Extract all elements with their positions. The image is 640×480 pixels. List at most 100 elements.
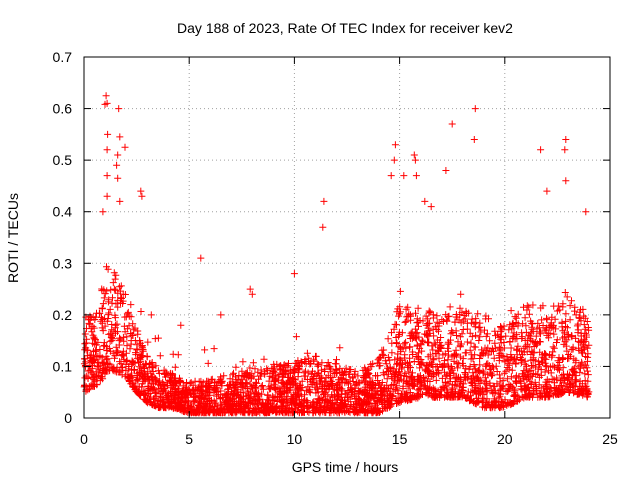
data-point xyxy=(396,310,403,318)
data-point xyxy=(525,343,533,351)
data-point xyxy=(199,403,207,411)
data-point xyxy=(266,369,274,377)
data-point xyxy=(357,402,365,410)
data-point xyxy=(347,401,355,409)
data-point xyxy=(402,305,410,313)
data-point xyxy=(259,385,267,393)
data-point xyxy=(488,345,496,353)
data-point xyxy=(335,391,343,399)
data-point xyxy=(453,382,461,390)
data-point xyxy=(342,364,350,372)
data-point xyxy=(81,330,89,338)
data-point xyxy=(296,381,304,389)
data-point xyxy=(396,372,404,379)
data-point xyxy=(393,321,400,329)
data-point xyxy=(486,365,494,373)
x-tick-label: 10 xyxy=(287,431,303,447)
data-point xyxy=(408,395,416,403)
data-point xyxy=(506,338,514,345)
data-point xyxy=(446,303,454,311)
data-point xyxy=(323,386,331,394)
data-point xyxy=(533,325,541,333)
data-point xyxy=(513,345,521,353)
data-point xyxy=(533,385,540,393)
data-point xyxy=(237,376,245,384)
data-point xyxy=(256,372,264,380)
data-point xyxy=(398,392,406,400)
data-point xyxy=(176,400,184,408)
data-point xyxy=(402,359,410,367)
data-point xyxy=(524,371,532,379)
data-point xyxy=(388,396,396,404)
data-point xyxy=(115,337,123,345)
data-point xyxy=(252,385,260,393)
data-point xyxy=(238,401,246,408)
data-point xyxy=(456,333,464,341)
data-point xyxy=(128,366,135,374)
data-point xyxy=(188,390,196,398)
data-point xyxy=(470,136,478,143)
data-point xyxy=(333,408,341,415)
data-point xyxy=(320,390,327,398)
data-point xyxy=(286,379,294,387)
data-point xyxy=(457,290,465,298)
data-point xyxy=(541,368,549,376)
data-point xyxy=(162,399,170,407)
data-point xyxy=(308,381,316,389)
data-point xyxy=(136,391,143,399)
data-point xyxy=(544,329,552,337)
data-point xyxy=(121,291,129,298)
data-point xyxy=(464,372,472,380)
data-point xyxy=(156,352,164,360)
data-point xyxy=(520,344,528,352)
data-point xyxy=(272,409,280,417)
data-point xyxy=(372,402,380,410)
data-point xyxy=(174,351,182,359)
data-point xyxy=(318,359,326,367)
data-point xyxy=(559,355,567,362)
data-point xyxy=(447,368,455,376)
data-point xyxy=(272,385,280,393)
data-point xyxy=(415,373,423,381)
data-point xyxy=(112,321,120,329)
data-point xyxy=(540,354,548,362)
y-tick-label: 0.3 xyxy=(53,255,73,271)
data-point xyxy=(417,379,425,387)
data-point xyxy=(450,351,458,359)
data-point xyxy=(85,315,92,323)
data-point xyxy=(182,397,190,405)
data-point xyxy=(491,387,499,395)
data-point xyxy=(416,364,424,372)
data-point xyxy=(303,349,311,357)
data-point xyxy=(376,408,384,416)
data-point xyxy=(306,389,314,397)
data-point xyxy=(275,393,283,401)
data-point xyxy=(294,373,302,381)
data-point xyxy=(237,383,245,391)
data-point xyxy=(113,363,121,371)
data-point xyxy=(507,344,515,352)
data-point xyxy=(307,360,315,368)
data-point xyxy=(496,392,504,400)
data-point xyxy=(319,396,326,404)
data-point xyxy=(369,409,377,417)
data-point xyxy=(134,327,142,335)
data-point xyxy=(555,387,563,395)
data-point xyxy=(149,380,157,388)
data-point xyxy=(258,390,266,398)
data-point xyxy=(521,360,529,368)
data-point xyxy=(562,136,570,143)
data-point xyxy=(116,287,124,295)
data-point xyxy=(154,367,162,375)
data-point xyxy=(113,161,121,169)
data-point xyxy=(105,309,113,317)
data-point xyxy=(402,379,410,387)
data-point xyxy=(471,105,479,113)
data-point xyxy=(277,398,285,406)
data-point xyxy=(290,408,297,416)
data-point xyxy=(525,303,533,311)
data-point xyxy=(462,394,470,402)
data-point xyxy=(377,391,385,399)
data-point xyxy=(367,384,375,392)
data-point xyxy=(345,370,353,378)
